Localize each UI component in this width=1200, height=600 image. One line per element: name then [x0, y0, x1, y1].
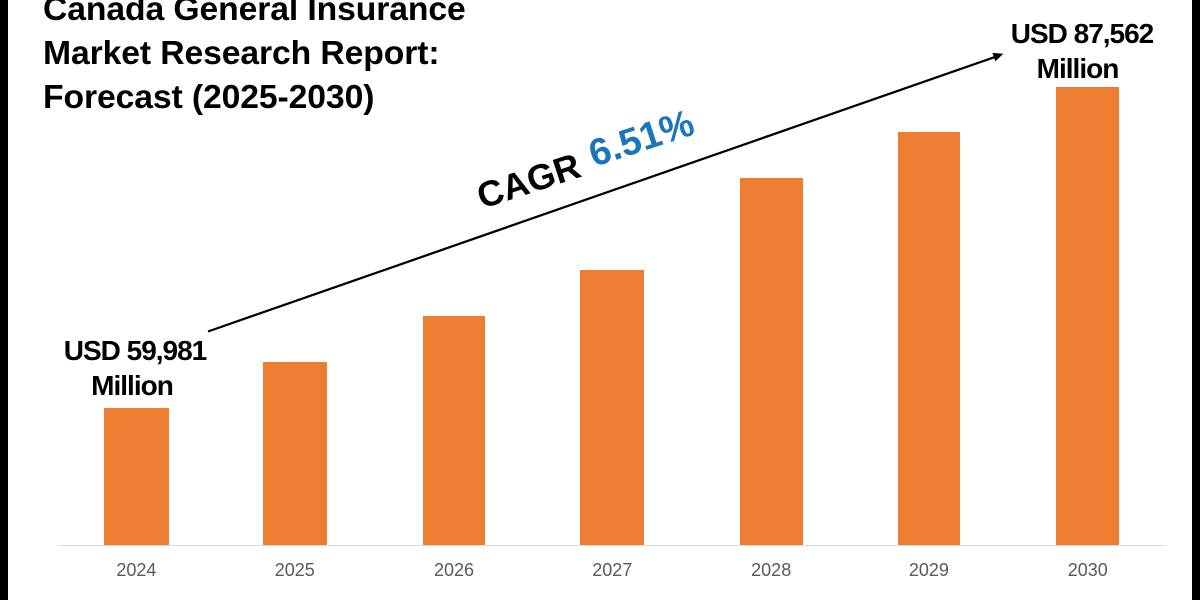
svg-text:6.51%: 6.51% — [584, 102, 699, 175]
